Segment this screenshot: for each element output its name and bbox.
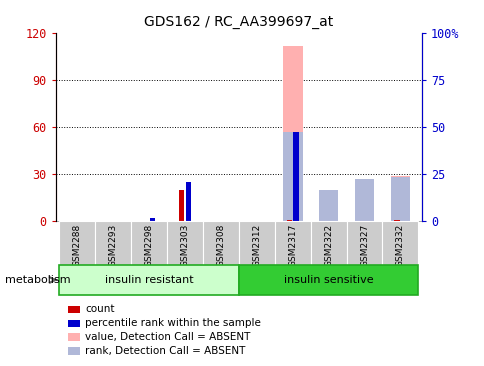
Text: count: count: [85, 304, 114, 314]
Bar: [179, 190, 184, 221]
Bar: [393, 220, 399, 221]
Bar: [95, 221, 131, 265]
Bar: [293, 132, 298, 221]
Bar: [390, 176, 409, 221]
Bar: [238, 265, 418, 295]
Bar: [318, 190, 338, 221]
Bar: [282, 132, 302, 221]
Bar: [390, 178, 409, 221]
Bar: [354, 179, 374, 221]
Bar: [238, 221, 274, 265]
Text: value, Detection Call = ABSENT: value, Detection Call = ABSENT: [85, 332, 250, 342]
Text: insulin resistant: insulin resistant: [105, 275, 193, 285]
Bar: [202, 221, 238, 265]
Bar: [166, 221, 202, 265]
Text: GSM2288: GSM2288: [73, 224, 82, 267]
Bar: [131, 221, 166, 265]
Bar: [282, 45, 302, 221]
Text: GSM2312: GSM2312: [252, 224, 261, 267]
Bar: [150, 218, 155, 221]
Text: rank, Detection Call = ABSENT: rank, Detection Call = ABSENT: [85, 346, 245, 356]
Bar: [286, 220, 291, 221]
Bar: [346, 221, 382, 265]
Text: insulin sensitive: insulin sensitive: [283, 275, 373, 285]
Text: GSM2308: GSM2308: [216, 224, 225, 267]
Text: percentile rank within the sample: percentile rank within the sample: [85, 318, 260, 328]
Bar: [59, 221, 95, 265]
Bar: [59, 265, 239, 295]
Text: GSM2332: GSM2332: [395, 224, 404, 267]
Bar: [274, 221, 310, 265]
Bar: [318, 190, 338, 221]
Bar: [354, 179, 374, 221]
Bar: [310, 221, 346, 265]
Bar: [382, 221, 418, 265]
Text: GSM2303: GSM2303: [180, 224, 189, 267]
Text: GSM2317: GSM2317: [287, 224, 297, 267]
Text: GSM2298: GSM2298: [144, 224, 153, 267]
Title: GDS162 / RC_AA399697_at: GDS162 / RC_AA399697_at: [144, 15, 333, 29]
Text: GSM2322: GSM2322: [323, 224, 333, 267]
Text: GSM2327: GSM2327: [359, 224, 368, 267]
Text: GSM2293: GSM2293: [108, 224, 118, 267]
Bar: [185, 182, 191, 221]
Text: metabolism: metabolism: [5, 275, 70, 285]
